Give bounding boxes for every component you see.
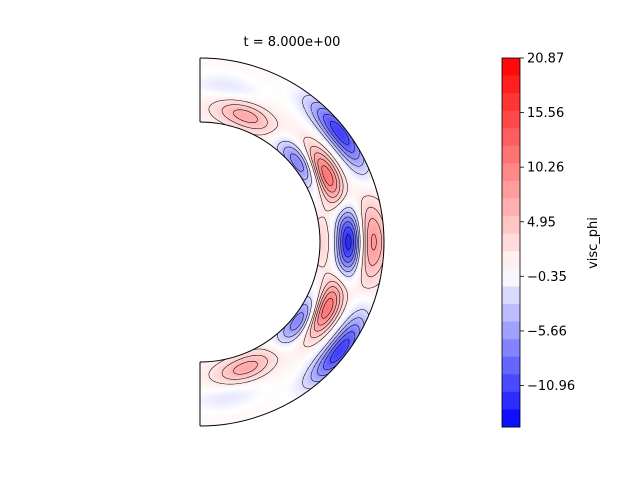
shell-field: [199, 57, 385, 427]
chart-title: t = 8.000e+00: [244, 35, 341, 50]
